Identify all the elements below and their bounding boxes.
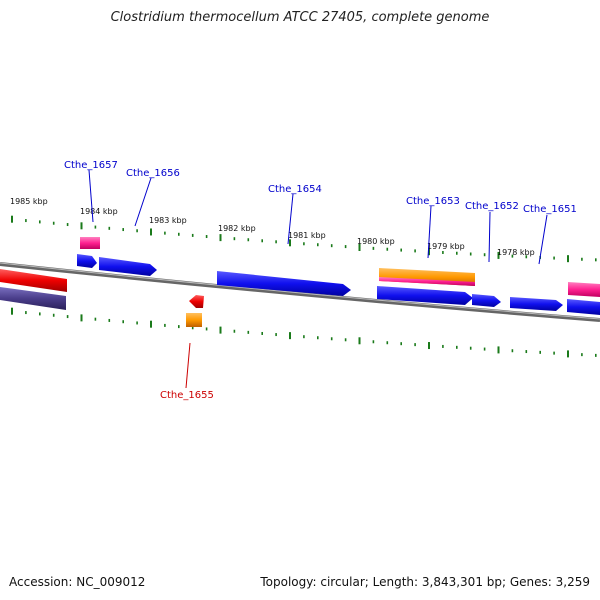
- scale-label: 1978 kbp: [497, 248, 535, 257]
- genome-backbone-highlight: [0, 262, 600, 320]
- gene-label[interactable]: Cthe_1654: [268, 184, 322, 195]
- gene-label[interactable]: Cthe_1651: [523, 204, 577, 215]
- gene-feature[interactable]: [568, 282, 600, 297]
- gene-label[interactable]: Cthe_1656: [126, 168, 180, 179]
- genome-backbone: [0, 262, 600, 322]
- gene-feature[interactable]: [99, 257, 157, 276]
- gene-feature[interactable]: [217, 271, 351, 296]
- map-title: Clostridium thermocellum ATCC 27405, com…: [110, 10, 490, 25]
- accession-text: Accession: NC_009012: [9, 575, 146, 589]
- label-leader: [427, 205, 432, 259]
- inner-scale-ticks: [11, 307, 597, 358]
- label-leader: [134, 177, 152, 227]
- label-leader: [488, 211, 491, 263]
- scale-label: 1985 kbp: [10, 197, 48, 206]
- gene-feature[interactable]: [186, 313, 202, 327]
- scale-label: 1983 kbp: [149, 216, 187, 225]
- gene-label[interactable]: Cthe_1653: [406, 196, 460, 207]
- gene-feature[interactable]: [77, 254, 97, 268]
- label-leader: [88, 169, 94, 223]
- outer-scale-ticks: [11, 215, 597, 263]
- genome-stats-text: Topology: circular; Length: 3,843,301 bp…: [260, 575, 590, 589]
- gene-feature[interactable]: [189, 295, 204, 308]
- scale-label: 1981 kbp: [288, 231, 326, 240]
- scale-label: 1979 kbp: [427, 242, 465, 251]
- label-leader: [287, 193, 294, 245]
- gene-feature[interactable]: [0, 287, 66, 310]
- gene-label[interactable]: Cthe_1652: [465, 201, 519, 212]
- gene-feature[interactable]: [567, 299, 600, 315]
- gene-label[interactable]: Cthe_1657: [64, 160, 118, 171]
- gene-feature[interactable]: [80, 237, 100, 249]
- scale-label: 1980 kbp: [357, 237, 395, 246]
- gene-feature[interactable]: [510, 297, 563, 311]
- gene-feature[interactable]: [0, 269, 67, 292]
- gene-label[interactable]: Cthe_1655: [160, 390, 214, 401]
- gene-feature[interactable]: [377, 286, 473, 305]
- label-leader: [185, 342, 191, 389]
- scale-label: 1982 kbp: [218, 224, 256, 233]
- gene-feature[interactable]: [472, 294, 501, 307]
- label-leader: [538, 214, 548, 265]
- scale-label: 1984 kbp: [80, 207, 118, 216]
- gene-feature[interactable]: [379, 277, 475, 286]
